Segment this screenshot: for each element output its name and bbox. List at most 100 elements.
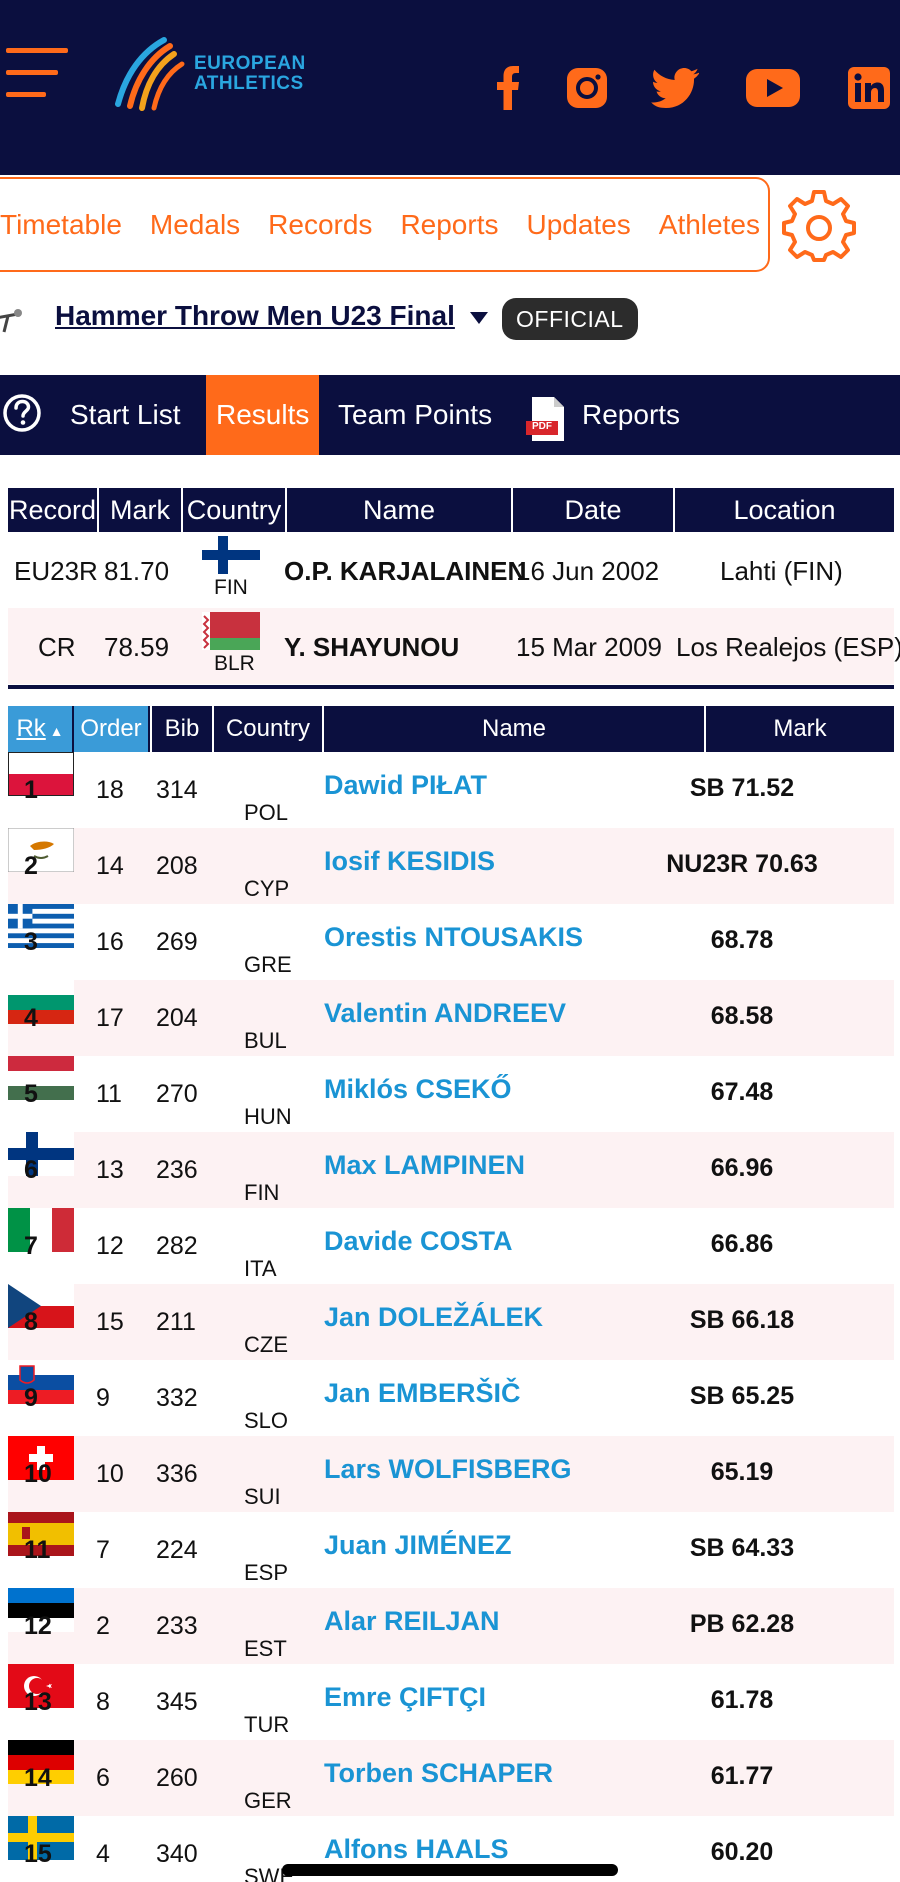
- records-table-header: Record Mark Country Name Date Location: [8, 488, 894, 532]
- tab-results[interactable]: Results: [206, 375, 320, 455]
- result-order: 4: [96, 1840, 110, 1868]
- result-row[interactable]: 5 11 270 HUN Miklós CSEKŐ 67.48: [8, 1056, 894, 1132]
- result-row[interactable]: 7 12 282 ITA Davide COSTA 66.86: [8, 1208, 894, 1284]
- record-country: FIN: [214, 576, 248, 599]
- records-divider: [8, 685, 894, 689]
- result-row[interactable]: 15 4 340 SWE Alfons HAALS 60.20: [8, 1816, 894, 1882]
- tab-start-list[interactable]: Start List: [70, 399, 181, 430]
- sort-by-rank-header[interactable]: Rk ▲: [8, 706, 72, 752]
- gear-icon[interactable]: [782, 188, 856, 262]
- official-badge: OFFICIAL: [502, 298, 638, 340]
- athlete-name-link[interactable]: Miklós CSEKŐ: [324, 1074, 512, 1104]
- result-bib: 269: [156, 928, 198, 956]
- european-athletics-logo[interactable]: EUROPEAN ATHLETICS: [112, 34, 332, 114]
- records-row: EU23R 81.70 FIN O.P. KARJALAINEN 16 Jun …: [8, 532, 894, 608]
- athlete-name-link[interactable]: Juan JIMÉNEZ: [324, 1530, 512, 1560]
- nav-athletes[interactable]: Athletes: [658, 208, 760, 240]
- athlete-name-link[interactable]: Valentin ANDREEV: [324, 998, 567, 1028]
- result-country: TUR: [244, 1712, 290, 1737]
- athlete-name-link[interactable]: Jan DOLEŽÁLEK: [324, 1302, 544, 1332]
- result-rank: 12: [24, 1612, 52, 1640]
- result-bib: 270: [156, 1080, 198, 1108]
- result-rank: 7: [24, 1232, 38, 1260]
- result-row[interactable]: 10 10 336 SUI Lars WOLFISBERG 65.19: [8, 1436, 894, 1512]
- result-mark: 67.48: [710, 1078, 774, 1106]
- hamburger-menu-icon[interactable]: [6, 48, 68, 100]
- flag-swe-icon: [8, 1816, 74, 1860]
- result-row[interactable]: 1 18 314 POL Dawid PIŁAT SB 71.52: [8, 752, 894, 828]
- athlete-name-link[interactable]: Jan EMBERŠIČ: [324, 1378, 521, 1408]
- home-indicator: [282, 1864, 618, 1876]
- event-title-row: Hammer Throw Men U23 Final OFFICIAL: [0, 290, 900, 346]
- order-header[interactable]: Order: [74, 706, 148, 752]
- athlete-name-link[interactable]: Max LAMPINEN: [324, 1150, 526, 1180]
- tab-team-points[interactable]: Team Points: [338, 399, 493, 430]
- flag-fin-icon: [202, 536, 260, 574]
- flag-cyp-icon: [7, 827, 75, 873]
- result-bib: 204: [156, 1004, 198, 1032]
- nav-reports[interactable]: Reports: [400, 208, 499, 240]
- flag-ita-icon: [8, 1208, 74, 1252]
- result-row[interactable]: 6 13 236 FIN Max LAMPINEN 66.96: [8, 1132, 894, 1208]
- chevron-down-icon[interactable]: [470, 312, 488, 324]
- result-order: 18: [96, 776, 124, 804]
- event-title[interactable]: Hammer Throw Men U23 Final: [55, 300, 455, 331]
- instagram-icon[interactable]: [564, 64, 610, 112]
- records-header-name: Name: [287, 488, 513, 532]
- rank-header-label: Rk: [16, 715, 46, 742]
- nav-updates[interactable]: Updates: [526, 208, 631, 240]
- result-bib: 345: [156, 1688, 198, 1716]
- athlete-name-link[interactable]: Orestis NTOUSAKIS: [324, 922, 584, 952]
- result-row[interactable]: 2 14 208 CYP Iosif KESIDIS NU23R 70.63: [7, 827, 894, 904]
- pdf-icon[interactable]: [526, 397, 564, 441]
- facebook-icon[interactable]: [490, 64, 526, 112]
- flag-hun-icon: [8, 1056, 74, 1100]
- result-row[interactable]: 4 17 204 BUL Valentin ANDREEV 68.58: [8, 980, 894, 1056]
- pdf-icon-label: PDF: [532, 421, 552, 432]
- athlete-name-link[interactable]: Lars WOLFISBERG: [324, 1454, 572, 1484]
- result-rank: 8: [24, 1308, 38, 1336]
- record-mark: 81.70: [104, 556, 170, 586]
- result-row[interactable]: 8 15 211 CZE Jan DOLEŽÁLEK SB 66.18: [8, 1284, 894, 1360]
- result-rank: 9: [24, 1384, 38, 1412]
- youtube-icon[interactable]: [746, 64, 800, 112]
- nav-records[interactable]: Records: [268, 208, 373, 240]
- main-nav: Timetable Medals Records Reports Updates…: [0, 177, 770, 272]
- athlete-name-link[interactable]: Davide COSTA: [324, 1226, 513, 1256]
- athlete-name-link[interactable]: Dawid PIŁAT: [324, 770, 488, 800]
- result-rank: 6: [24, 1156, 38, 1184]
- result-country: CZE: [244, 1332, 288, 1357]
- athlete-name-link[interactable]: Torben SCHAPER: [324, 1758, 554, 1788]
- flag-cze-icon: [8, 1284, 74, 1328]
- logo-mark-icon: [115, 37, 185, 111]
- result-order: 10: [96, 1460, 124, 1488]
- tab-reports[interactable]: Reports: [582, 399, 681, 430]
- result-row[interactable]: 9 9 332 SLO Jan EMBERŠIČ SB 65.25: [8, 1360, 894, 1436]
- result-row[interactable]: 3 16 269 GRE Orestis NTOUSAKIS 68.78: [8, 904, 894, 980]
- nav-medals[interactable]: Medals: [149, 208, 241, 240]
- result-row[interactable]: 11 7 224 ESP Juan JIMÉNEZ SB 64.33: [8, 1512, 894, 1588]
- country-header[interactable]: Country: [212, 706, 322, 752]
- result-row[interactable]: 13 8 345 TUR Emre ÇIFTÇI 61.78: [8, 1664, 894, 1740]
- flag-est-icon: [8, 1588, 74, 1632]
- help-icon[interactable]: [2, 393, 42, 433]
- result-mark: SB 65.25: [689, 1382, 795, 1410]
- result-row[interactable]: 14 6 260 GER Torben SCHAPER 61.77: [8, 1740, 894, 1816]
- result-order: 17: [96, 1004, 124, 1032]
- bib-header[interactable]: Bib: [150, 706, 212, 752]
- result-rank: 11: [24, 1536, 51, 1564]
- linkedin-icon[interactable]: [846, 64, 892, 112]
- athlete-name-link[interactable]: Iosif KESIDIS: [324, 846, 496, 876]
- athlete-name-link[interactable]: Alar REILJAN: [324, 1606, 500, 1636]
- mark-header[interactable]: Mark: [704, 706, 894, 752]
- flag-slo-icon: [8, 1360, 74, 1404]
- athlete-name-link[interactable]: Alfons HAALS: [324, 1834, 509, 1864]
- result-mark: 68.58: [710, 1002, 774, 1030]
- athlete-name-link[interactable]: Emre ÇIFTÇI: [324, 1682, 487, 1712]
- twitter-icon[interactable]: [650, 64, 700, 112]
- result-row[interactable]: 12 2 233 EST Alar REILJAN PB 62.28: [8, 1588, 894, 1664]
- record-name: O.P. KARJALAINEN: [284, 556, 527, 586]
- name-header[interactable]: Name: [322, 706, 704, 752]
- result-rank: 2: [24, 852, 38, 880]
- nav-timetable[interactable]: Timetable: [0, 208, 122, 240]
